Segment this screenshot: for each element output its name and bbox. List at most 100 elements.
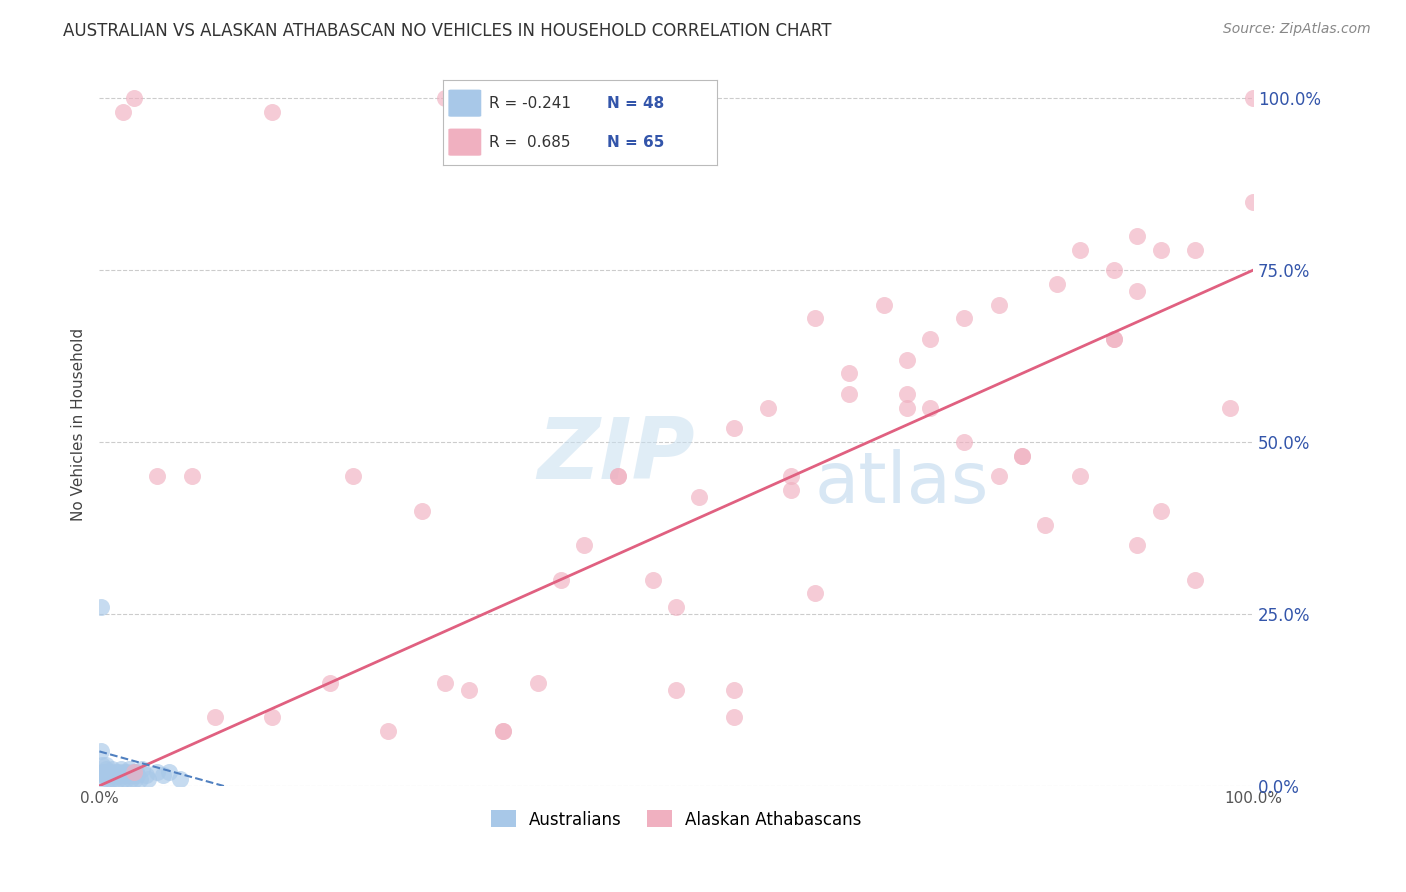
- Point: [1104, 263, 1126, 277]
- Point: [1104, 332, 1126, 346]
- Point: [1011, 449, 1033, 463]
- Point: [262, 710, 284, 724]
- Text: R =  0.685: R = 0.685: [489, 135, 571, 150]
- Point: [918, 332, 941, 346]
- Point: [169, 772, 191, 786]
- Point: [457, 682, 479, 697]
- Point: [723, 682, 745, 697]
- Point: [262, 105, 284, 120]
- Point: [526, 675, 548, 690]
- Y-axis label: No Vehicles in Household: No Vehicles in Household: [72, 328, 86, 522]
- Legend: Australians, Alaskan Athabascans: Australians, Alaskan Athabascans: [484, 804, 868, 835]
- Point: [607, 469, 630, 483]
- Point: [641, 573, 664, 587]
- Point: [96, 762, 118, 776]
- Point: [122, 768, 145, 782]
- Point: [1069, 469, 1091, 483]
- Text: Source: ZipAtlas.com: Source: ZipAtlas.com: [1223, 22, 1371, 37]
- Text: N = 65: N = 65: [607, 135, 665, 150]
- Point: [108, 768, 131, 782]
- Point: [1219, 401, 1241, 415]
- Point: [115, 765, 138, 780]
- Point: [204, 710, 226, 724]
- Point: [127, 768, 149, 782]
- Point: [780, 483, 803, 498]
- Text: N = 48: N = 48: [607, 95, 665, 111]
- Point: [550, 573, 572, 587]
- Point: [107, 772, 129, 786]
- Point: [1046, 277, 1069, 291]
- Point: [1241, 194, 1264, 209]
- Point: [1149, 504, 1171, 518]
- Point: [98, 765, 121, 780]
- Point: [803, 311, 825, 326]
- Point: [953, 435, 976, 450]
- Point: [120, 772, 142, 786]
- Point: [136, 772, 159, 786]
- Point: [117, 768, 139, 782]
- Point: [90, 768, 112, 782]
- Point: [988, 469, 1011, 483]
- Point: [125, 765, 148, 780]
- Point: [90, 744, 112, 758]
- Point: [124, 772, 146, 786]
- Point: [838, 387, 860, 401]
- Point: [918, 401, 941, 415]
- Point: [723, 710, 745, 724]
- Point: [1011, 449, 1033, 463]
- Point: [103, 768, 125, 782]
- Point: [896, 387, 918, 401]
- Point: [110, 762, 132, 776]
- Point: [97, 768, 120, 782]
- Point: [1126, 538, 1149, 552]
- Point: [803, 586, 825, 600]
- Point: [96, 765, 118, 780]
- Text: atlas: atlas: [814, 449, 988, 518]
- Point: [118, 762, 141, 776]
- Point: [1241, 91, 1264, 105]
- Point: [135, 768, 157, 782]
- Point: [1184, 573, 1206, 587]
- Point: [492, 723, 515, 738]
- Point: [665, 682, 688, 697]
- Point: [607, 469, 630, 483]
- Point: [1069, 243, 1091, 257]
- Text: ZIP: ZIP: [537, 415, 696, 498]
- Point: [180, 469, 202, 483]
- Point: [1126, 284, 1149, 298]
- Point: [128, 772, 150, 786]
- Point: [434, 675, 457, 690]
- Point: [97, 768, 120, 782]
- Point: [1184, 243, 1206, 257]
- Point: [121, 768, 143, 782]
- Point: [896, 401, 918, 415]
- Point: [780, 469, 803, 483]
- Point: [96, 772, 118, 786]
- Point: [723, 421, 745, 435]
- Point: [105, 768, 128, 782]
- Point: [122, 765, 145, 780]
- Point: [157, 765, 180, 780]
- FancyBboxPatch shape: [449, 128, 481, 156]
- Point: [146, 765, 169, 780]
- Text: AUSTRALIAN VS ALASKAN ATHABASCAN NO VEHICLES IN HOUSEHOLD CORRELATION CHART: AUSTRALIAN VS ALASKAN ATHABASCAN NO VEHI…: [63, 22, 832, 40]
- Point: [104, 765, 127, 780]
- Point: [411, 504, 433, 518]
- Point: [91, 758, 114, 772]
- FancyBboxPatch shape: [449, 89, 481, 117]
- Point: [122, 91, 145, 105]
- Point: [988, 298, 1011, 312]
- Point: [1126, 228, 1149, 243]
- Point: [131, 762, 153, 776]
- Point: [100, 772, 122, 786]
- Point: [93, 765, 115, 780]
- Point: [114, 768, 136, 782]
- Point: [377, 723, 399, 738]
- Point: [953, 311, 976, 326]
- Point: [492, 723, 515, 738]
- Point: [572, 538, 595, 552]
- Point: [152, 768, 174, 782]
- Point: [319, 675, 342, 690]
- Point: [896, 352, 918, 367]
- Point: [1149, 243, 1171, 257]
